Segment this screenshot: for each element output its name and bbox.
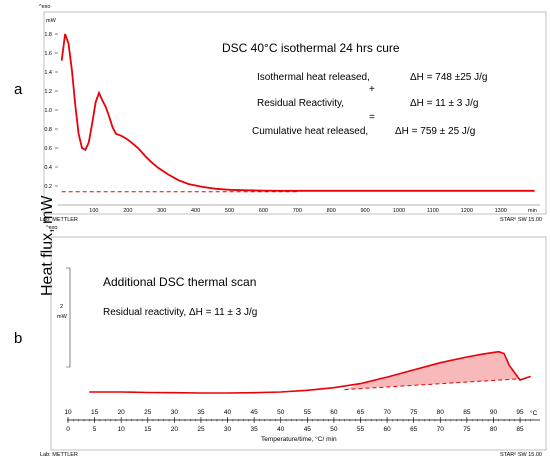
b-integration-baseline xyxy=(344,378,521,391)
a-xtick-label: 1200 xyxy=(461,208,473,214)
line-2-value: ΔH = 11 ± 3 J/g xyxy=(410,98,478,109)
b-time-tick-label: 15 xyxy=(144,426,152,433)
a-ytick-label: 1.4 xyxy=(44,70,52,76)
panel-a-series xyxy=(60,33,535,193)
scale-bar xyxy=(66,267,71,368)
a-xtick-label: 1000 xyxy=(393,208,405,214)
panel-b-residual: Residual reactivity, ΔH = 11 ± 3 J/g xyxy=(103,307,257,318)
line-3-value: ΔH = 759 ± 25 J/g xyxy=(395,126,475,137)
b-temp-tick-label: 15 xyxy=(91,409,99,416)
a-ytick-label: 1.0 xyxy=(44,108,52,114)
b-time-tick-label: 30 xyxy=(224,426,232,433)
b-time-tick-label: 20 xyxy=(171,426,179,433)
panel-a-unit: mW xyxy=(46,18,57,24)
a-xtick-label: 900 xyxy=(361,208,370,214)
b-temp-tick-label: 85 xyxy=(463,409,471,416)
temp-unit: °C xyxy=(530,409,538,417)
b-temp-tick-label: 35 xyxy=(197,409,205,416)
a-xtick-label: 400 xyxy=(191,208,200,214)
scale-unit: mW xyxy=(57,314,68,320)
scale-value: 2 xyxy=(60,304,63,310)
a-ytick-label: 0.6 xyxy=(44,146,52,152)
b-temp-tick-label: 25 xyxy=(144,409,152,416)
b-temp-tick-label: 40 xyxy=(224,409,232,416)
panel-a-x-axis: 100 200 300 400 500 600 700 800 900 1000 1100 1200 1… xyxy=(58,204,540,214)
a-xtick-label: 1100 xyxy=(427,208,439,214)
panel-a-letter: a xyxy=(14,81,23,98)
a-xtick-label: 300 xyxy=(157,208,166,214)
a-xtick-label: 100 xyxy=(89,208,98,214)
b-temp-tick-label: 70 xyxy=(383,409,391,416)
a-heatflow-curve xyxy=(60,33,535,192)
b-time-tick-label: 25 xyxy=(197,426,205,433)
b-time-tick-label: 65 xyxy=(410,426,418,433)
b-temp-tick-label: 75 xyxy=(410,409,418,416)
panel-b-title: Additional DSC thermal scan xyxy=(103,275,256,289)
a-ytick-label: 0.8 xyxy=(44,127,52,133)
a-xtick-label: 1300 xyxy=(495,208,507,214)
line-1-value: ΔH = 748 ±25 J/g xyxy=(410,72,488,83)
panel-a-x-unit: min xyxy=(528,208,537,214)
a-xtick-label: 200 xyxy=(123,208,132,214)
b-temp-tick-label: 60 xyxy=(330,409,338,416)
line-3-label: Cumulative heat released, xyxy=(252,126,368,137)
b-time-tick-label: 75 xyxy=(463,426,471,433)
a-ytick-label: 1.8 xyxy=(44,32,52,38)
b-time-tick-label: 85 xyxy=(516,426,524,433)
b-temp-tick-label: 65 xyxy=(357,409,365,416)
a-ytick-label: 1.2 xyxy=(44,89,52,95)
b-temp-tick-label: 45 xyxy=(251,409,259,416)
exo-label-b: ^exo xyxy=(46,225,57,231)
a-ytick-label: 1.6 xyxy=(44,51,52,57)
operator-plus: + xyxy=(369,84,375,95)
b-time-tick-label: 60 xyxy=(383,426,391,433)
b-scan-curve xyxy=(89,350,531,394)
panel-b-letter: b xyxy=(14,330,22,347)
time-axis-label: Temperature/time, °C/ min xyxy=(261,435,337,443)
software-label-b: STARᵉ SW 15.00 xyxy=(500,452,542,458)
a-xtick-label: 700 xyxy=(293,208,302,214)
b-temp-tick-label: 95 xyxy=(516,409,524,416)
a-ytick-label: 0.4 xyxy=(44,165,52,171)
b-temp-tick-label: 55 xyxy=(304,409,312,416)
panel-b: ^exo 2 mW Additional DSC thermal scan Re… xyxy=(40,225,547,458)
b-shaded-area xyxy=(344,351,520,390)
b-time-tick-label: 10 xyxy=(118,426,126,433)
b-temp-tick-label: 90 xyxy=(490,409,498,416)
panel-a: ^exo mW 0.2 0.4 0.6 0.8 1.0 1.2 1.4 1.6 1.8 100 2… xyxy=(39,4,547,223)
b-time-tick-label: 50 xyxy=(330,426,338,433)
panel-a-y-axis: 0.2 0.4 0.6 0.8 1.0 1.2 1.4 1.6 1.8 xyxy=(44,32,58,190)
software-label-a: STARᵉ SW 15.00 xyxy=(500,217,542,223)
b-time-tick-label: 55 xyxy=(357,426,365,433)
line-2-label: Residual Reactivity, xyxy=(257,98,344,109)
b-time-tick-label: 70 xyxy=(437,426,445,433)
a-xtick-label: 800 xyxy=(327,208,336,214)
b-time-tick-label: 40 xyxy=(277,426,285,433)
panel-a-title: DSC 40°C isothermal 24 hrs cure xyxy=(222,41,400,55)
b-time-tick-label: 80 xyxy=(490,426,498,433)
b-time-tick-label: 0 xyxy=(66,426,70,433)
y-axis-label: Heat flux, mW xyxy=(39,195,56,296)
panel-b-frame xyxy=(50,236,547,451)
exo-label-a: ^exo xyxy=(39,4,50,10)
b-time-tick-label: 35 xyxy=(251,426,259,433)
b-temp-tick-label: 80 xyxy=(437,409,445,416)
a-xtick-label: 600 xyxy=(259,208,268,214)
b-temp-tick-label: 30 xyxy=(171,409,179,416)
operator-equals: = xyxy=(369,112,375,123)
b-temp-tick-label: 10 xyxy=(64,409,72,416)
b-temp-tick-label: 50 xyxy=(277,409,285,416)
panel-b-series xyxy=(89,350,531,394)
a-xtick-label: 500 xyxy=(225,208,234,214)
b-time-tick-label: 45 xyxy=(304,426,312,433)
lab-label-b: Lab: METTLER xyxy=(40,452,78,458)
b-temp-tick-label: 20 xyxy=(118,409,126,416)
a-ytick-label: 0.2 xyxy=(44,184,52,190)
lab-label-a: Lab: METTLER xyxy=(40,217,78,223)
panel-b-axis: 10 15 20 25 30 35 40 45 50 55 60 65 70 75 80 85 90 95 0 5 10… xyxy=(64,409,531,433)
panel-a-frame xyxy=(43,11,547,215)
b-time-tick-label: 5 xyxy=(93,426,97,433)
line-1-label: Isothermal heat released, xyxy=(257,72,370,83)
